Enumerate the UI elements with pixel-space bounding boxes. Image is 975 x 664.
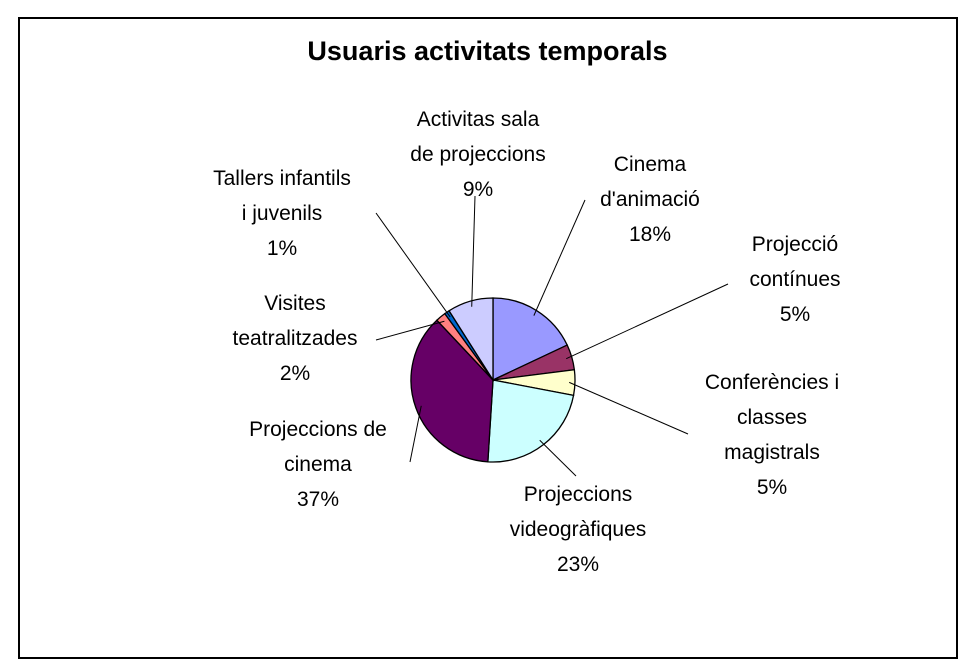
chart-title: Usuaris activitats temporals	[307, 36, 668, 66]
category-label: Conferències i classes magistrals	[704, 371, 840, 464]
slice-label: Cinema d'animació 18%	[600, 147, 700, 252]
pie-slice	[487, 379, 575, 463]
slice-label: Projeccions de cinema 37%	[249, 412, 387, 517]
slice-label: Projecció contínues 5%	[749, 227, 840, 332]
leader-line	[533, 199, 586, 316]
category-label: Visites teatralitzades	[232, 292, 358, 350]
value-label: 5%	[779, 303, 811, 326]
value-label: 1%	[266, 237, 298, 260]
category-label: Projeccions videogràfiques	[509, 483, 647, 541]
pie-slice	[448, 297, 494, 383]
category-label: Activitas sala de projeccions	[410, 108, 546, 166]
leader-line	[471, 195, 476, 307]
value-label: 23%	[556, 553, 600, 576]
category-label: Projecció contínues	[749, 233, 841, 291]
leader-line	[375, 212, 451, 318]
leader-line	[566, 283, 729, 360]
value-label: 5%	[756, 476, 788, 499]
slice-label: Tallers infantils i juvenils 1%	[213, 161, 351, 266]
leader-line	[409, 405, 422, 463]
leader-line	[539, 439, 577, 477]
category-label: Projeccions de cinema	[249, 418, 387, 476]
slice-label: Projeccions videogràfiques 23%	[510, 477, 647, 582]
category-label: Cinema d'animació	[600, 153, 700, 211]
value-label: 18%	[628, 223, 672, 246]
category-label: Tallers infantils i juvenils	[213, 167, 351, 225]
pie-slice	[410, 319, 494, 463]
pie-slice	[492, 297, 569, 382]
value-label: 2%	[279, 362, 311, 385]
slice-label: Activitas sala de projeccions 9%	[410, 102, 545, 207]
value-label: 37%	[296, 488, 340, 511]
slice-label: Visites teatralitzades 2%	[233, 286, 358, 391]
leader-line	[569, 381, 689, 435]
leader-line	[375, 320, 445, 341]
value-label: 9%	[462, 178, 494, 201]
slice-label: Conferències i classes magistrals 5%	[705, 365, 839, 505]
